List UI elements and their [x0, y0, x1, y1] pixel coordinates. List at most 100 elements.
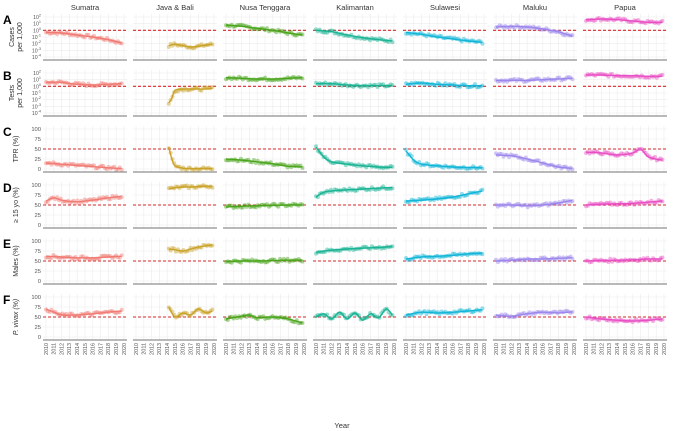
y-tick-base: 10 — [33, 78, 39, 84]
x-axis-title: Year — [334, 421, 350, 430]
y-axis-label-line: Tests — [9, 84, 16, 101]
panel-d-kalimantan — [313, 182, 397, 229]
trend-line — [495, 311, 573, 317]
panel-e-java-bali — [133, 238, 217, 285]
y-tick-label: 101 — [33, 20, 41, 28]
panel-c-sumatra — [43, 126, 127, 173]
trend-line — [168, 146, 213, 170]
data-point — [224, 317, 228, 322]
panel-f-papua — [583, 294, 667, 341]
trend-line — [315, 146, 393, 169]
panel-f-java-bali — [133, 294, 217, 341]
y-tick-base: 10 — [32, 35, 38, 41]
panel-b-papua — [583, 70, 667, 117]
trend-line — [585, 74, 663, 78]
y-axis-label-e: Males (%) — [13, 245, 20, 277]
y-tick-exponent: 1 — [39, 20, 41, 24]
x-tick-label: 2014 — [345, 343, 351, 355]
x-tick-label: 2010 — [314, 343, 320, 355]
y-tick-label: 50 — [35, 147, 41, 153]
y-axis-label-d: ≥ 15 yo (%) — [13, 187, 20, 223]
y-tick-label: 100 — [31, 295, 41, 301]
y-tick-label: 10-3 — [32, 47, 41, 55]
x-tick-label: 2015 — [353, 343, 359, 355]
x-tick-label: 2016 — [181, 343, 187, 355]
y-tick-exponent: 2 — [39, 14, 41, 18]
panel-e-nusa-tenggara — [223, 238, 307, 285]
x-tick-label: 2018 — [106, 343, 112, 355]
x-tick-label: 2010 — [404, 343, 410, 355]
trend-line — [315, 245, 393, 253]
x-tick-label: 2017 — [548, 343, 554, 355]
row-letter-b: B — [3, 69, 12, 83]
data-point — [653, 154, 657, 159]
row-letter-d: D — [3, 181, 12, 195]
panel-d-maluku — [493, 182, 577, 229]
panel-b-java-bali — [133, 70, 217, 117]
x-tick-label: 2016 — [361, 343, 367, 355]
trend-line — [45, 195, 122, 203]
row-letter-f: F — [3, 293, 10, 307]
x-tick-label: 2020 — [302, 343, 308, 355]
y-tick-base: 10 — [32, 98, 38, 104]
trend-line — [225, 158, 303, 168]
trend-line — [495, 257, 573, 262]
y-tick-label: 100 — [33, 27, 41, 35]
x-tick-label: 2014 — [615, 343, 621, 355]
y-tick-label: 10-3 — [32, 103, 41, 111]
panel-f-nusa-tenggara — [223, 294, 307, 341]
x-tick-label: 2015 — [443, 343, 449, 355]
x-tick-label: 2017 — [638, 343, 644, 355]
y-tick-base: 10 — [32, 104, 38, 110]
panel-d-nusa-tenggara — [223, 182, 307, 229]
x-tick-label: 2020 — [212, 343, 218, 355]
trend-line — [315, 82, 393, 87]
y-tick-exponent: 0 — [39, 27, 41, 31]
row-letter-a: A — [3, 13, 12, 27]
x-tick-label: 2014 — [525, 343, 531, 355]
panel-a-papua — [583, 14, 667, 61]
panel-a-java-bali — [133, 14, 217, 61]
trend-line — [315, 186, 393, 198]
trend-line — [405, 150, 483, 169]
data-point — [166, 101, 171, 106]
facet-header-nusa-tenggara: Nusa Tenggara — [240, 3, 292, 12]
panel-e-kalimantan — [313, 238, 397, 285]
panel-b-maluku — [493, 70, 577, 117]
trend-line — [168, 306, 213, 318]
y-axis-label-a: Casesper 1,000 — [9, 22, 24, 52]
panel-b-kalimantan — [313, 70, 397, 117]
x-tick-label: 2017 — [458, 343, 464, 355]
x-tick-label: 2019 — [654, 343, 660, 355]
x-tick-label: 2010 — [44, 343, 50, 355]
y-tick-label: 25 — [35, 269, 41, 275]
x-tick-label: 2012 — [239, 343, 245, 355]
x-tick-label: 2016 — [451, 343, 457, 355]
x-tick-label: 2015 — [533, 343, 539, 355]
x-tick-label: 2019 — [384, 343, 390, 355]
trend-line — [168, 185, 213, 190]
y-tick-base: 10 — [32, 42, 38, 48]
y-tick-label: 0 — [38, 279, 41, 285]
row-letter-e: E — [3, 237, 11, 251]
panel-d-java-bali — [133, 182, 217, 229]
facet-header-papua: Papua — [614, 3, 637, 12]
x-tick-label: 2011 — [322, 343, 328, 355]
y-tick-label: 10-2 — [32, 40, 41, 48]
x-tick-label: 2018 — [376, 343, 382, 355]
trend-line — [168, 87, 213, 104]
y-tick-exponent: 2 — [39, 70, 41, 74]
x-tick-label: 2013 — [607, 343, 613, 355]
y-tick-label: 10-4 — [32, 54, 41, 62]
trend-line — [405, 190, 483, 202]
x-tick-label: 2013 — [67, 343, 73, 355]
facet-header-kalimantan: Kalimantan — [336, 3, 374, 12]
panel-a-nusa-tenggara — [223, 14, 307, 61]
x-tick-label: 2020 — [662, 343, 668, 355]
x-tick-label: 2014 — [165, 343, 171, 355]
trend-line — [168, 43, 213, 48]
trend-line — [405, 31, 483, 43]
panel-f-maluku — [493, 294, 577, 341]
y-tick-label: 10-2 — [32, 96, 41, 104]
